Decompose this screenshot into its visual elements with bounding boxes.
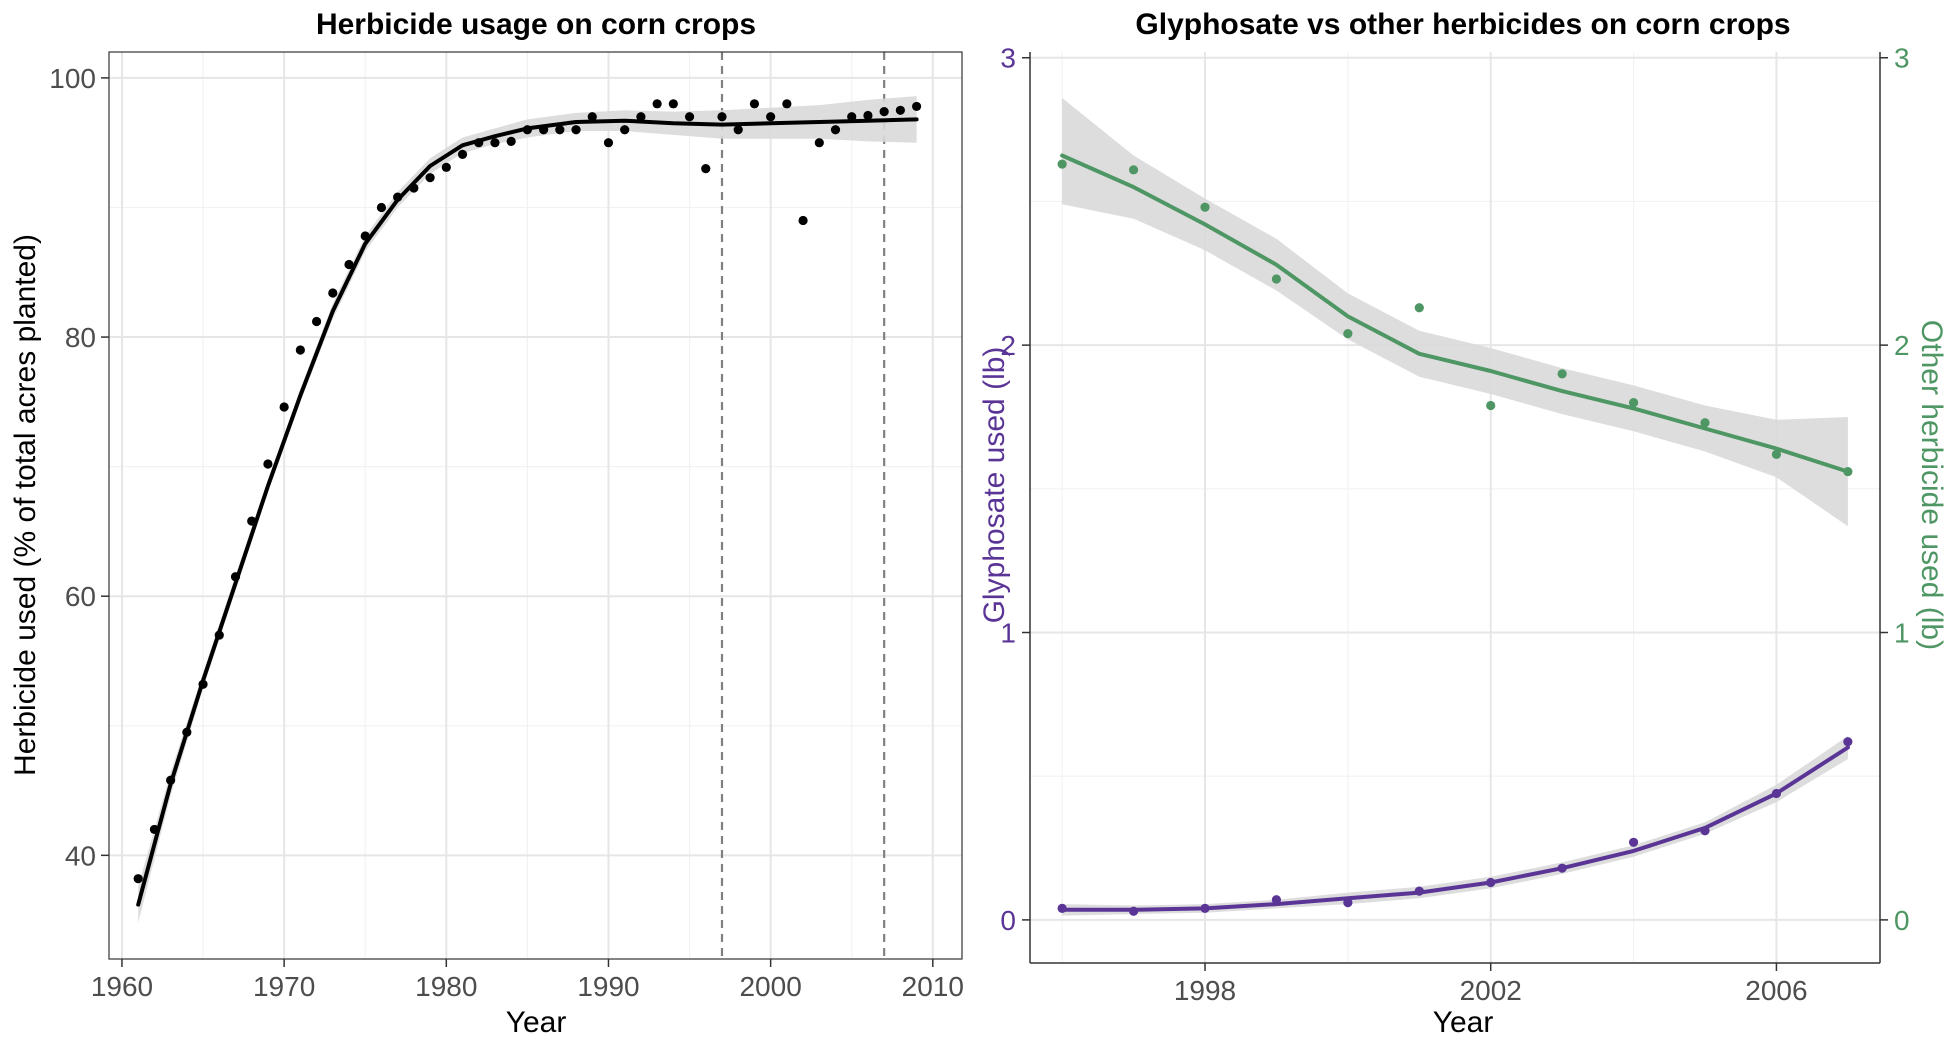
data-point bbox=[733, 125, 743, 135]
data-point bbox=[636, 112, 646, 122]
y-tick-label: 80 bbox=[65, 322, 96, 353]
other-smooth-line bbox=[1060, 153, 1850, 474]
x-tick-label: 1960 bbox=[91, 971, 153, 1002]
other-data-point bbox=[1414, 303, 1424, 313]
data-point bbox=[895, 105, 905, 115]
right-chart: Glyphosate vs other herbicides on corn c… bbox=[978, 8, 1948, 1039]
left-chart: Herbicide usage on corn crops 1960 1970 19… bbox=[9, 8, 964, 1039]
left-chart-title: Herbicide usage on corn crops bbox=[316, 8, 756, 41]
data-point bbox=[684, 112, 695, 122]
data-point bbox=[749, 99, 760, 109]
data-point bbox=[328, 288, 338, 298]
right-chart-title: Glyphosate vs other herbicides on corn c… bbox=[1135, 8, 1790, 41]
right-x-ticks: 1998 2002 2006 bbox=[1174, 963, 1808, 1006]
right-axis-lines bbox=[1029, 52, 1881, 964]
data-point bbox=[830, 125, 841, 135]
data-point bbox=[879, 107, 889, 117]
glyphosate-data-point bbox=[1843, 737, 1853, 747]
x-tick-label: 1970 bbox=[253, 971, 315, 1002]
other-data-point bbox=[1128, 165, 1139, 175]
glyphosate-data-point bbox=[1628, 837, 1639, 847]
left-x-ticks: 1960 1970 1980 1990 2000 2010 bbox=[91, 959, 964, 1002]
data-point bbox=[766, 112, 776, 122]
data-point bbox=[263, 459, 273, 469]
x-tick-label: 1998 bbox=[1174, 975, 1236, 1006]
data-point bbox=[863, 110, 873, 121]
y-tick-label: 0 bbox=[1000, 905, 1016, 936]
data-point bbox=[668, 99, 678, 109]
data-point bbox=[133, 874, 143, 884]
right-grid bbox=[1030, 52, 1880, 963]
secondary-y-tick-label: 2 bbox=[1894, 330, 1910, 361]
data-point bbox=[701, 164, 711, 174]
data-point bbox=[506, 136, 516, 147]
data-point bbox=[717, 112, 727, 122]
data-point bbox=[652, 99, 662, 109]
other-data-point bbox=[1200, 202, 1210, 212]
x-tick-label: 1980 bbox=[415, 971, 477, 1002]
data-point bbox=[311, 316, 322, 327]
right-y-ticks: 0 0 1 1 2 2 3 3 bbox=[1000, 43, 1909, 936]
left-x-axis-title: Year bbox=[506, 1006, 567, 1039]
secondary-y-tick-label: 0 bbox=[1894, 905, 1910, 936]
data-point bbox=[441, 162, 451, 172]
data-point bbox=[798, 215, 808, 226]
left-reference-lines bbox=[720, 52, 886, 959]
y-tick-label: 2 bbox=[1000, 330, 1016, 361]
data-point bbox=[911, 101, 922, 112]
data-point bbox=[376, 202, 387, 213]
other-data-point bbox=[1628, 398, 1639, 408]
data-point bbox=[814, 138, 824, 148]
data-point bbox=[587, 112, 597, 122]
left-smooth-line bbox=[136, 117, 919, 907]
left-y-axis-title: Herbicide used (% of total acres planted… bbox=[9, 234, 42, 776]
smooth-line bbox=[136, 117, 919, 907]
left-grid bbox=[109, 52, 962, 959]
other-confidence-band bbox=[1062, 98, 1848, 527]
other-data-point bbox=[1771, 449, 1782, 459]
other-data-point bbox=[1057, 159, 1067, 169]
x-tick-label: 2002 bbox=[1460, 975, 1522, 1006]
data-point bbox=[782, 99, 792, 109]
right-smooth-lines bbox=[1060, 153, 1850, 912]
left-panel-border bbox=[108, 51, 963, 960]
other-data-point bbox=[1486, 400, 1496, 411]
other-data-point bbox=[1700, 418, 1710, 428]
glyphosate-smooth-line bbox=[1060, 745, 1850, 912]
right-y-axis-title: Glyphosate used (lb) bbox=[978, 347, 1011, 624]
y-tick-label: 40 bbox=[65, 840, 96, 871]
y-tick-label: 100 bbox=[49, 63, 96, 94]
y-tick-label: 3 bbox=[1000, 43, 1016, 74]
data-point bbox=[279, 402, 289, 412]
data-point bbox=[603, 138, 614, 148]
x-tick-label: 2010 bbox=[902, 971, 964, 1002]
data-point bbox=[344, 259, 354, 270]
data-point bbox=[490, 138, 500, 148]
x-tick-label: 2006 bbox=[1745, 975, 1807, 1006]
x-tick-label: 1990 bbox=[577, 971, 639, 1002]
left-y-ticks: 40 60 80 100 bbox=[49, 63, 109, 871]
secondary-y-tick-label: 1 bbox=[1894, 618, 1910, 649]
right-confidence-bands bbox=[1062, 98, 1848, 916]
data-point bbox=[571, 125, 581, 135]
secondary-y-tick-label: 3 bbox=[1894, 43, 1910, 74]
right-points bbox=[1057, 159, 1853, 916]
other-data-point bbox=[1271, 274, 1282, 284]
x-tick-label: 2000 bbox=[739, 971, 801, 1002]
other-data-point bbox=[1557, 369, 1567, 379]
other-data-point bbox=[1343, 329, 1353, 339]
data-point bbox=[295, 345, 305, 355]
data-point bbox=[457, 149, 468, 159]
right-x-axis-title: Year bbox=[1433, 1006, 1494, 1039]
y-tick-label: 60 bbox=[65, 581, 96, 612]
data-point bbox=[620, 125, 630, 135]
data-point bbox=[425, 173, 435, 183]
data-point bbox=[555, 125, 565, 135]
right-secondary-y-axis-title: Other herbicide used (lb) bbox=[1915, 320, 1948, 650]
y-tick-label: 1 bbox=[1000, 618, 1016, 649]
